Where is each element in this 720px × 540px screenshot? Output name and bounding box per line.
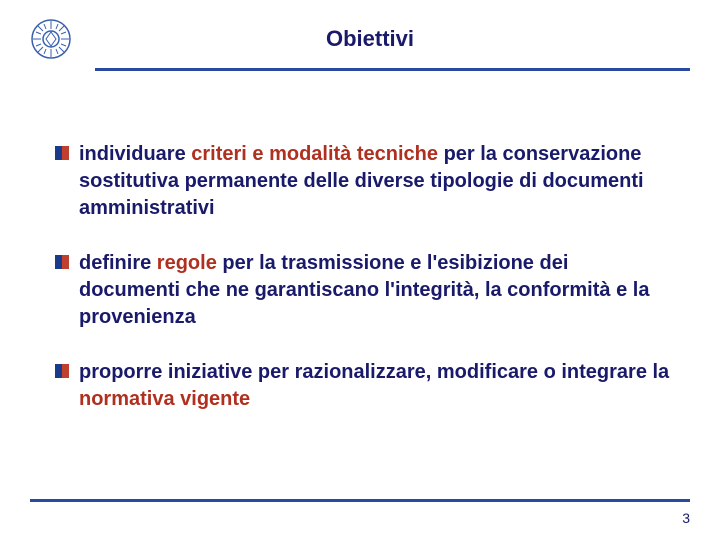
- bullet-text: proporre iniziative per razionalizzare, …: [79, 359, 675, 413]
- bullet-icon: [55, 364, 69, 378]
- bullet-text: individuare criteri e modalità tecniche …: [79, 141, 675, 222]
- italy-emblem-icon: [30, 18, 72, 60]
- list-item: individuare criteri e modalità tecniche …: [55, 141, 675, 222]
- list-item: proporre iniziative per razionalizzare, …: [55, 359, 675, 413]
- bullet-icon: [55, 146, 69, 160]
- content-area: individuare criteri e modalità tecniche …: [0, 71, 720, 413]
- list-item: definire regole per la trasmissione e l'…: [55, 250, 675, 331]
- slide-title: Obiettivi: [92, 26, 690, 52]
- footer-divider: [30, 499, 690, 502]
- page-number: 3: [682, 510, 690, 526]
- bullet-text: definire regole per la trasmissione e l'…: [79, 250, 675, 331]
- header: Obiettivi: [0, 0, 720, 60]
- bullet-icon: [55, 255, 69, 269]
